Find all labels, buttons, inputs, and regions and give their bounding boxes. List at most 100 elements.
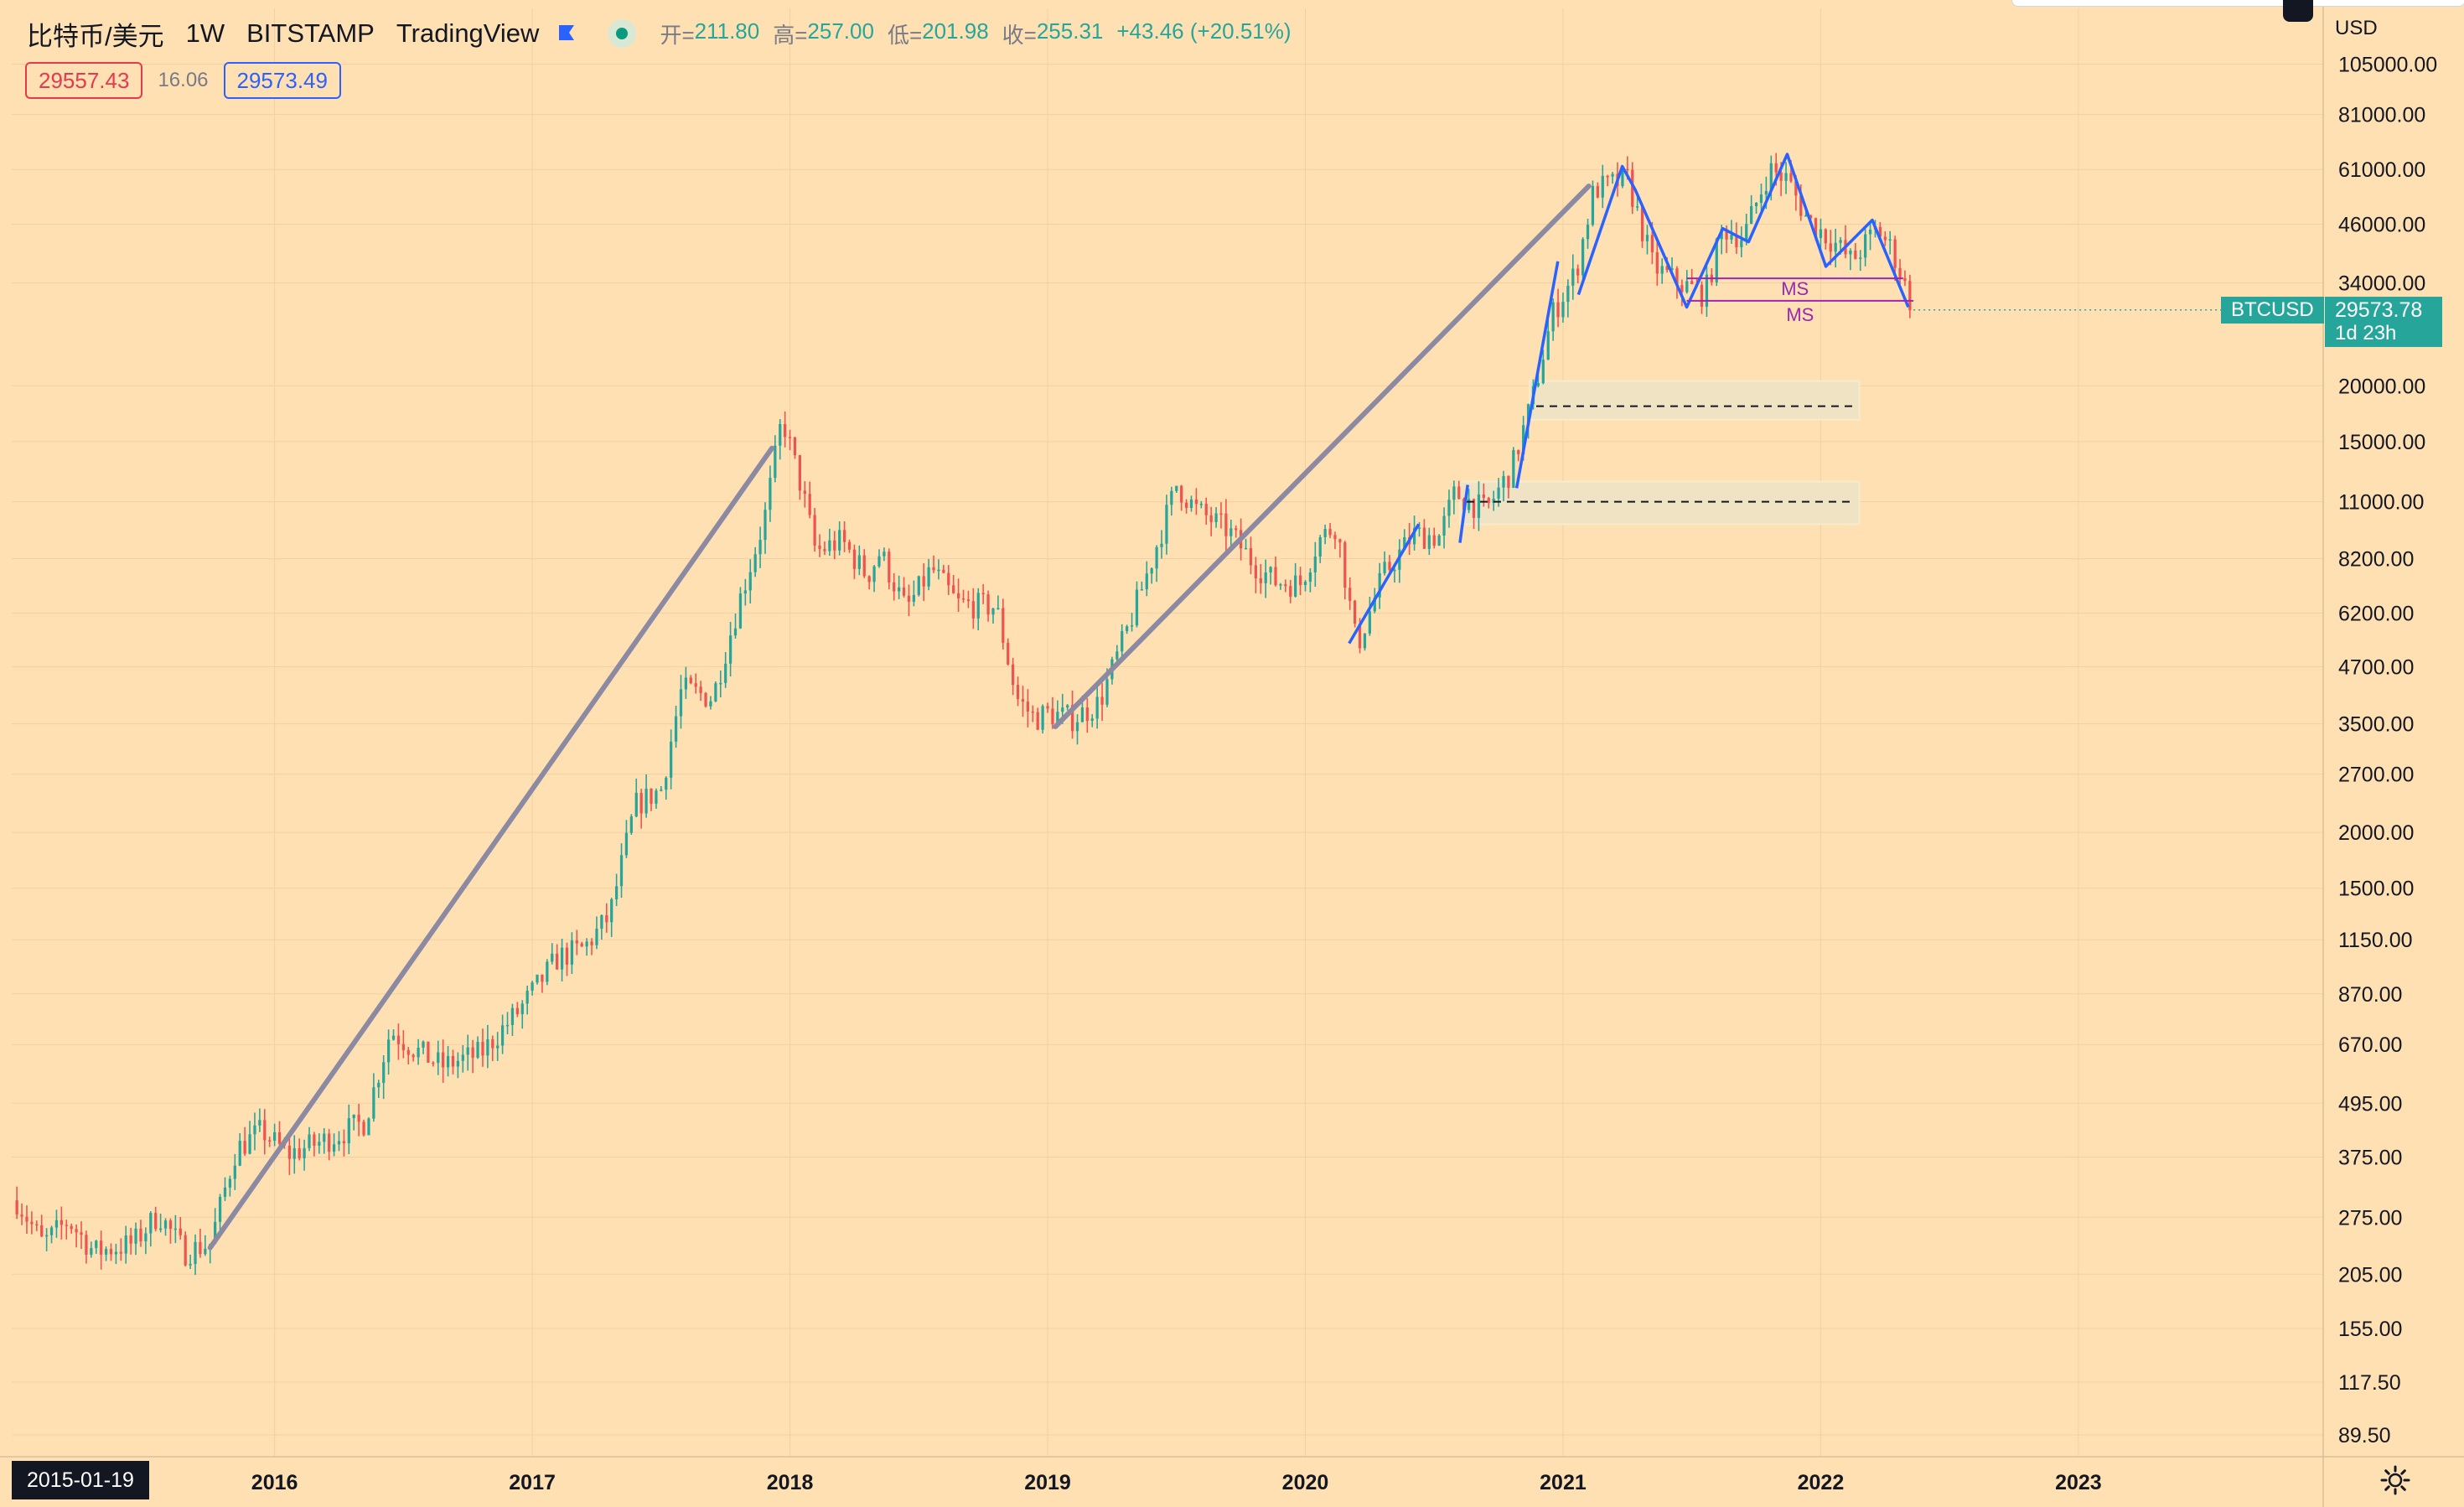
candle-up: [1160, 530, 1163, 559]
candle-up: [303, 1139, 306, 1171]
candle-body: [1883, 236, 1887, 241]
candle-body: [1140, 589, 1143, 591]
candle-down: [342, 1129, 346, 1157]
candle-down: [565, 942, 569, 976]
candle-body: [857, 555, 861, 569]
candle-down: [515, 1002, 519, 1018]
candle-up: [655, 788, 658, 809]
candle-body: [1378, 572, 1381, 598]
candle-body: [1740, 240, 1743, 247]
candle-up: [194, 1234, 197, 1276]
candle-down: [1180, 484, 1183, 511]
candle-up: [1313, 541, 1317, 588]
candle-up: [665, 776, 668, 800]
candle-body: [386, 1039, 391, 1063]
candle-body: [779, 423, 782, 446]
candle-down: [1883, 231, 1887, 246]
candle-down: [129, 1227, 132, 1255]
candle-up: [1264, 559, 1267, 598]
candle-down: [1328, 522, 1332, 539]
candle-body: [1229, 528, 1233, 536]
candle-body: [486, 1038, 489, 1056]
candle-body: [129, 1235, 132, 1244]
candle-up: [996, 595, 1000, 610]
candle-body: [619, 855, 624, 887]
flag-icon[interactable]: [557, 23, 576, 44]
candle-down: [1254, 557, 1257, 593]
candle-body: [823, 549, 826, 552]
candle-body: [1705, 274, 1709, 307]
sell-price-button[interactable]: 29557.43: [25, 62, 143, 99]
candle-body: [1482, 495, 1485, 499]
price-tick-label: 105000.00: [2338, 54, 2437, 77]
candle-down: [1903, 270, 1907, 287]
support-zone: [1458, 480, 1861, 526]
candle-body: [937, 569, 940, 572]
candle-body: [382, 1062, 386, 1083]
candle-up: [204, 1235, 207, 1256]
top-panel-edge: [2011, 0, 2464, 7]
candle-body: [427, 1041, 430, 1063]
candle-body: [204, 1248, 207, 1255]
info-icon[interactable]: [2283, 0, 2313, 22]
candle-body: [902, 587, 906, 596]
gray-trendline: [207, 445, 775, 1251]
candle-body: [1150, 568, 1153, 574]
candle-down: [100, 1230, 103, 1270]
candle-up: [1685, 270, 1689, 294]
candle-up: [476, 1036, 479, 1059]
settings-gear-icon[interactable]: [2379, 1463, 2412, 1497]
candle-body: [1056, 712, 1059, 724]
candle-body: [1472, 499, 1476, 518]
candle-body: [1576, 268, 1580, 276]
candle-up: [738, 587, 743, 629]
candle-up: [114, 1243, 118, 1265]
candle-down: [1422, 519, 1426, 549]
candle-body: [1031, 711, 1034, 713]
candle-down: [75, 1224, 78, 1248]
candle-body: [971, 601, 975, 619]
market-status-icon[interactable]: [608, 19, 637, 48]
candle-body: [1051, 708, 1054, 724]
candle-body: [536, 974, 539, 983]
candle-up: [857, 545, 861, 576]
candle-up: [54, 1209, 59, 1238]
candle-down: [1824, 228, 1827, 250]
candle-body: [268, 1140, 272, 1142]
candle-down: [694, 673, 697, 694]
candle-body: [1631, 169, 1634, 207]
candle-body: [253, 1125, 256, 1135]
candle-up: [466, 1034, 469, 1071]
candle-body: [1522, 425, 1525, 454]
candle-body: [798, 455, 802, 491]
candle-down: [1348, 577, 1352, 610]
candle-up: [1437, 534, 1441, 546]
candle-down: [263, 1109, 267, 1155]
candle-down: [888, 548, 891, 590]
price-tick-label: 61000.00: [2338, 158, 2425, 182]
candle-up: [1294, 562, 1297, 598]
candle-body: [838, 530, 841, 551]
currency-label[interactable]: USD: [2335, 17, 2378, 39]
price-tick-label: 20000.00: [2338, 375, 2425, 398]
candle-up: [90, 1241, 93, 1258]
price-tick-label: 375.00: [2338, 1146, 2402, 1169]
candle-up: [838, 521, 841, 556]
candle-up: [1502, 470, 1505, 502]
candle-body: [1189, 499, 1193, 509]
buy-price-button[interactable]: 29573.49: [223, 62, 341, 99]
candle-body: [694, 683, 697, 687]
candle-up: [1378, 562, 1381, 609]
candle-up: [248, 1121, 251, 1155]
candle-body: [1219, 513, 1223, 515]
candle-down: [947, 565, 950, 595]
candle-body: [1517, 450, 1520, 454]
timeframe-label[interactable]: 1W: [185, 18, 225, 48]
candle-body: [996, 608, 1000, 610]
candle-up: [629, 814, 633, 835]
candle-up: [173, 1214, 177, 1244]
symbol-name[interactable]: 比特币/美元: [27, 21, 164, 51]
candle-body: [1626, 168, 1629, 171]
candle-body: [1100, 697, 1104, 705]
